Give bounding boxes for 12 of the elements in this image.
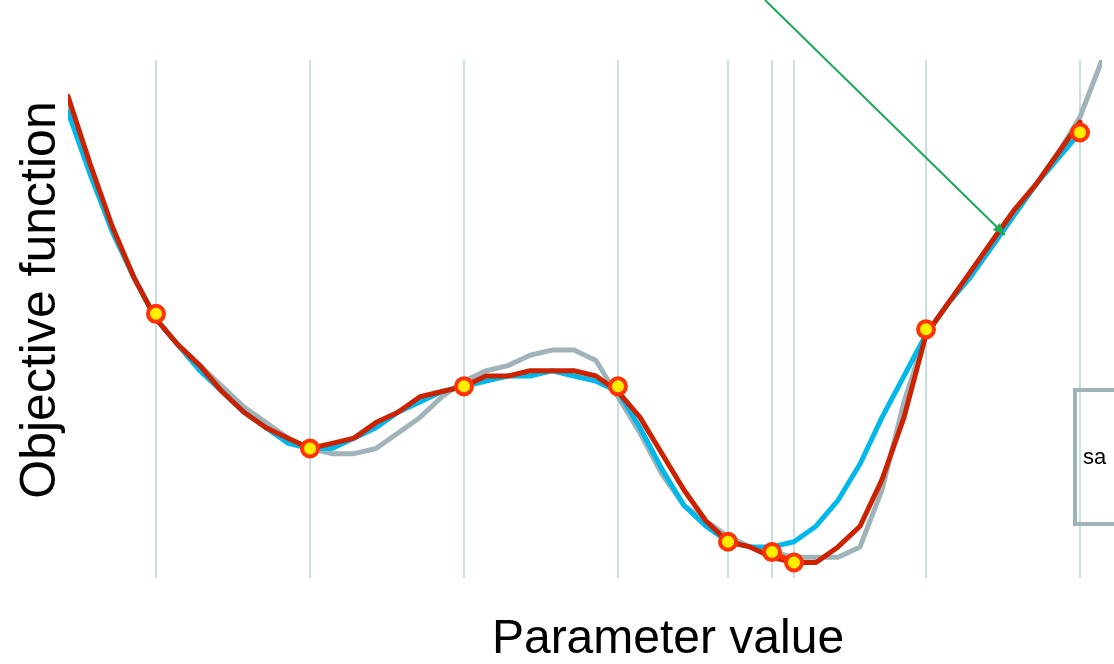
point [1070,122,1090,143]
point [454,376,474,397]
point [608,376,628,397]
point [146,303,166,324]
point [916,319,936,340]
point [762,542,782,563]
annotation: sa [1083,444,1107,470]
point [300,438,320,459]
x-axis-title: Parameter value [491,608,845,664]
point [718,531,738,552]
point [784,552,804,573]
y-axis-title: Objective function [9,101,67,499]
